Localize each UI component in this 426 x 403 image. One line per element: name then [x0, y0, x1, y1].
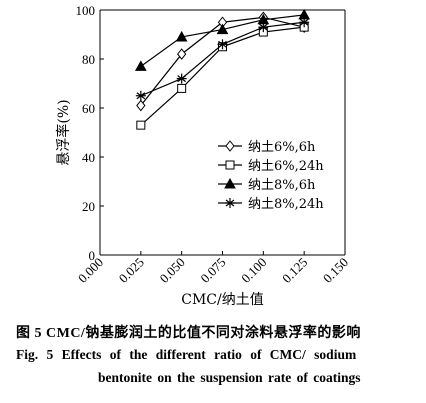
x-tick-label: 0.075 [197, 255, 228, 286]
data-point-series-0 [177, 48, 187, 60]
legend-label-3: 纳土8%,24h [248, 197, 324, 212]
data-point-series-2 [175, 30, 188, 42]
data-point-series-2 [134, 60, 147, 71]
figure-caption-chinese: 图 5 CMC/钠基膨润土的比值不同对涂料悬浮率的影响 [16, 326, 361, 341]
y-tick-label: 80 [82, 52, 95, 67]
data-point-series-2 [216, 23, 229, 35]
y-tick-label: 60 [82, 101, 95, 116]
legend-label-0: 纳土6%,6h [248, 140, 316, 155]
y-axis-label: 悬浮率(%) [55, 99, 72, 165]
legend-marker-0 [225, 140, 235, 152]
x-tick-label: 0.025 [116, 255, 147, 286]
x-tick-label: 0.150 [320, 255, 351, 286]
figure-caption-english-line1: Fig. 5 Effects of the different ratio of… [16, 347, 357, 362]
x-tick-label: 0.000 [75, 255, 106, 286]
chart-svg: 0 20 40 60 80 100 0.000 0.025 0.050 0.075 0.100 0.1… [55, 3, 351, 308]
data-point-series-3 [217, 39, 228, 50]
data-point-series-3 [258, 22, 269, 33]
x-axis-label: CMC/纳土值 [181, 292, 263, 308]
data-point-series-1 [136, 120, 146, 130]
y-tick-label: 100 [76, 3, 96, 18]
legend-marker-1 [225, 160, 235, 170]
legend-marker-3 [225, 198, 235, 208]
y-tick-label: 40 [82, 150, 95, 165]
y-tick-label: 0 [89, 248, 96, 263]
y-tick-label: 20 [82, 199, 95, 214]
figure-caption-english-line2: bentonite on the suspension rate of coat… [98, 370, 361, 385]
data-point-series-3 [176, 73, 187, 84]
legend-label-1: 纳土6%,24h [248, 159, 324, 174]
data-point-series-1 [177, 83, 187, 93]
data-point-series-3 [299, 17, 310, 28]
legend-marker-2 [224, 177, 236, 189]
x-tick-label: 0.125 [279, 255, 310, 286]
data-point-series-0 [136, 99, 146, 112]
legend-label-2: 纳土8%,6h [248, 178, 316, 193]
data-point-series-3 [135, 90, 146, 101]
x-tick-label: 0.100 [238, 255, 269, 286]
x-tick-label: 0.050 [156, 255, 187, 286]
